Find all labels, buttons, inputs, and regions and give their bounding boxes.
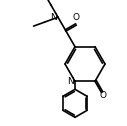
Text: N: N (50, 13, 57, 22)
Text: O: O (100, 91, 107, 100)
Text: N: N (67, 77, 74, 86)
Text: O: O (73, 13, 80, 22)
